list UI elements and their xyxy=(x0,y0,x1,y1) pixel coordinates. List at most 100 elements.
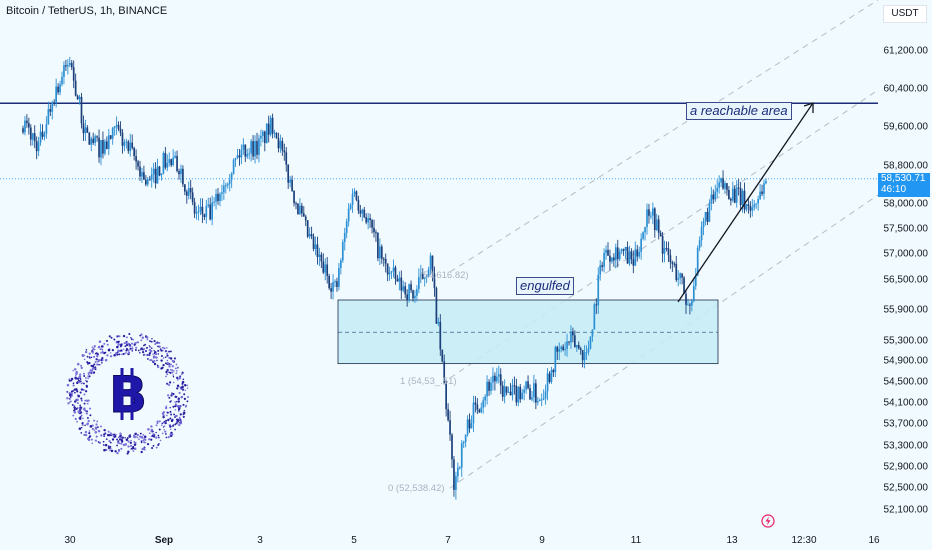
candle-body xyxy=(26,120,28,124)
logo-dot xyxy=(90,364,93,368)
candle-body xyxy=(765,181,767,184)
logo-dot xyxy=(165,436,168,439)
logo-dot xyxy=(84,399,86,402)
candle-body xyxy=(146,179,149,185)
logo-dot xyxy=(158,341,161,345)
candle-body xyxy=(199,206,202,212)
candle-body xyxy=(141,172,143,177)
candle-body xyxy=(499,374,502,386)
logo-dot xyxy=(160,424,163,427)
logo-dot xyxy=(111,348,114,352)
logo-dot xyxy=(134,441,137,444)
candle-body xyxy=(84,127,87,134)
candle-body xyxy=(232,159,235,174)
logo-dot xyxy=(105,339,109,342)
logo-dot xyxy=(160,349,163,352)
logo-dot xyxy=(69,393,72,397)
candle-body xyxy=(106,141,108,149)
candle-body xyxy=(59,84,61,93)
logo-dot xyxy=(95,423,98,426)
candle-body xyxy=(332,282,334,292)
logo-dot xyxy=(146,338,149,341)
candle-body xyxy=(474,402,477,405)
logo-dot xyxy=(123,342,126,345)
logo-dot xyxy=(169,428,172,431)
logo-dot xyxy=(178,391,181,395)
price-axis[interactable]: USDT 61,200.00 60,400.00 59,600.00 58,800.0… xyxy=(878,0,932,550)
logo-dot xyxy=(167,363,170,366)
time-tick-label: Sep xyxy=(154,535,174,546)
candle-body xyxy=(421,274,424,279)
logo-dot xyxy=(108,335,111,338)
candle-body xyxy=(443,361,446,384)
currency-selector[interactable]: USDT xyxy=(883,5,927,23)
logo-dot xyxy=(125,438,129,442)
candle-body xyxy=(562,346,564,350)
logo-dot xyxy=(172,376,175,378)
logo-dot xyxy=(150,340,153,343)
candle-body xyxy=(242,144,245,150)
last-price-value: 58,530.71 xyxy=(881,172,926,184)
logo-dot xyxy=(86,402,89,405)
logo-dot xyxy=(166,414,168,417)
lightning-icon[interactable] xyxy=(761,514,775,528)
candle-body xyxy=(133,147,135,157)
logo-dot xyxy=(86,361,89,364)
logo-dot xyxy=(93,355,96,358)
logo-dot xyxy=(68,379,71,382)
candle-body xyxy=(710,194,713,204)
logo-dot xyxy=(167,418,170,422)
logo-dot xyxy=(185,404,188,407)
logo-dot xyxy=(105,438,108,441)
logo-dot xyxy=(86,422,89,426)
candle-body xyxy=(458,467,461,469)
demand-zone-rectangle[interactable] xyxy=(337,299,719,365)
projection-arrow[interactable] xyxy=(677,102,814,303)
logo-dot xyxy=(76,390,79,393)
candle-body xyxy=(659,232,662,236)
logo-dot xyxy=(98,340,102,343)
candle-body xyxy=(640,238,642,252)
logo-dot xyxy=(143,435,147,438)
symbol-title[interactable]: Bitcoin / TetherUS, 1h, BINANCE xyxy=(6,5,168,17)
candle-body xyxy=(100,140,102,158)
parallel-channel[interactable] xyxy=(449,0,878,489)
candle-body xyxy=(650,215,652,217)
logo-dot xyxy=(172,423,175,426)
candle-body xyxy=(593,304,596,330)
logo-dot xyxy=(80,388,84,391)
time-axis[interactable]: 30 Sep 3 5 7 9 11 13 12:30 16 xyxy=(0,532,879,550)
logo-dot xyxy=(174,416,176,419)
candle-body xyxy=(747,204,750,206)
reachable-area-label[interactable]: a reachable area xyxy=(686,102,792,120)
engulfed-label[interactable]: engulfed xyxy=(516,277,574,295)
price-tick-label: 59,600.00 xyxy=(883,121,929,133)
candle-body xyxy=(628,251,631,264)
logo-dot xyxy=(129,347,132,350)
candle-body xyxy=(246,153,249,157)
logo-dot xyxy=(94,426,98,430)
candle-body xyxy=(706,211,709,222)
price-chart-plot[interactable] xyxy=(0,0,878,532)
candle-body xyxy=(45,124,48,134)
logo-dot xyxy=(90,438,93,441)
candle-body xyxy=(702,220,705,228)
logo-dot xyxy=(152,353,154,356)
candle-body xyxy=(579,348,582,351)
logo-dot xyxy=(104,432,107,435)
logo-dot xyxy=(141,336,145,340)
logo-dot xyxy=(152,433,155,436)
logo-dot xyxy=(151,447,154,450)
candle-body xyxy=(102,140,104,154)
candle-body xyxy=(345,221,348,233)
logo-dot xyxy=(157,434,160,437)
candle-body xyxy=(482,400,485,408)
logo-dot xyxy=(140,347,143,350)
candle-body xyxy=(398,277,401,282)
candle-body xyxy=(419,274,422,278)
logo-dot xyxy=(180,373,183,376)
candle-body xyxy=(355,191,358,200)
candle-body xyxy=(667,248,670,256)
logo-dot xyxy=(69,396,72,398)
logo-dot xyxy=(97,353,99,356)
